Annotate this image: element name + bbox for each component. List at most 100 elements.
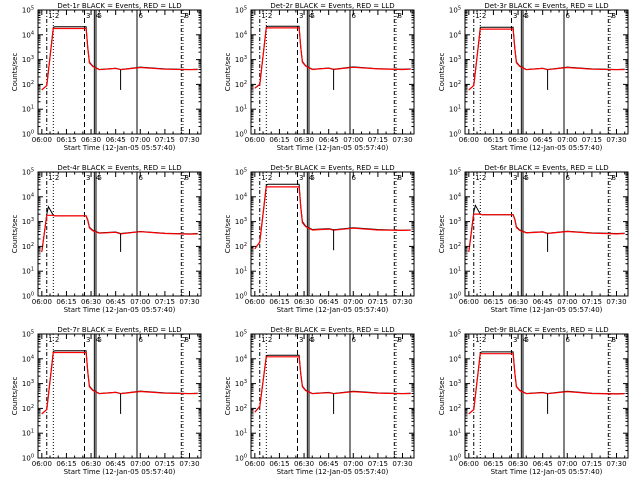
marker-label: 4 [523,12,528,20]
y-tick-base: 10 [235,131,244,139]
x-tick-label: 06:30 [294,460,314,468]
y-tick-exponent: 1 [458,267,461,273]
x-tick-label: 07:30 [606,298,626,306]
plot-frame [37,333,202,459]
y-tick-exponent: 1 [458,105,461,111]
y-tick-exponent: 0 [244,292,247,298]
y-tick-exponent: 5 [31,6,34,12]
y-tick-label: 103 [235,55,247,64]
x-tick-label: 06:30 [508,298,528,306]
y-tick-label: 103 [449,217,461,226]
marker-label: 5 [310,174,314,182]
marker-label: 1 [261,12,265,20]
y-tick-exponent: 4 [458,30,461,36]
y-tick-label: 104 [449,30,461,39]
marker-label: 5 [524,336,528,344]
y-tick-base: 10 [235,380,244,388]
marker-label: 4 [96,174,101,182]
y-tick-label: 102 [22,80,34,89]
y-tick-exponent: 2 [244,404,247,410]
y-axis-label: Counts/sec [224,377,232,416]
y-tick-label: 102 [449,80,461,89]
panel-title: Det-3r BLACK = Events, RED = LLD [484,2,608,10]
y-tick-base: 10 [22,31,31,39]
plot-frame [250,9,415,135]
y-tick-base: 10 [449,7,458,15]
marker-label: 2 [55,336,59,344]
marker-label: 5 [310,336,314,344]
y-tick-base: 10 [22,56,31,64]
marker-label: 1 [475,12,479,20]
y-tick-label: 104 [22,192,34,201]
y-tick-base: 10 [22,169,31,177]
marker-label: 6 [352,174,357,182]
y-tick-label: 101 [449,105,461,114]
y-tick-label: 105 [449,168,461,177]
x-tick-label: 07:30 [392,298,412,306]
y-tick-exponent: 4 [458,192,461,198]
y-tick-label: 100 [22,130,34,139]
x-tick-label: 07:15 [368,136,388,144]
y-tick-label: 100 [235,292,247,301]
marker-label: 4 [523,174,528,182]
panel-title: Det-2r BLACK = Events, RED = LLD [270,2,394,10]
y-tick-base: 10 [235,7,244,15]
y-tick-exponent: 3 [458,379,461,385]
y-tick-label: 101 [235,429,247,438]
y-tick-label: 103 [235,217,247,226]
y-tick-base: 10 [235,106,244,114]
marker-label: 4 [96,336,101,344]
y-tick-base: 10 [22,7,31,15]
x-tick-label: 06:00 [459,136,479,144]
panel-title: Det-9r BLACK = Events, RED = LLD [484,326,608,334]
y-tick-label: 105 [449,6,461,15]
series-line-events [41,350,198,415]
y-axis-label: Counts/sec [224,53,232,92]
y-tick-label: 104 [22,30,34,39]
marker-label: 6 [566,12,571,20]
y-tick-exponent: 1 [31,267,34,273]
y-tick-base: 10 [235,193,244,201]
x-axis-label: Start Time (12-Jan-05 05:57:40) [277,468,389,476]
x-tick-label: 06:15 [269,460,289,468]
x-tick-label: 06:45 [319,460,339,468]
y-tick-label: 104 [235,354,247,363]
plot-frame [250,171,415,297]
x-tick-label: 07:00 [343,460,363,468]
y-tick-exponent: 5 [31,330,34,336]
x-axis-label: Start Time (12-Jan-05 05:57:40) [491,468,603,476]
y-tick-base: 10 [22,293,31,301]
series-line-lld [41,214,198,252]
y-tick-exponent: 3 [31,217,34,223]
series-line-events [468,26,625,91]
plot-frame [37,9,202,135]
marker-label: 5 [97,12,101,20]
y-tick-exponent: 2 [244,242,247,248]
marker-label: 3 [513,12,517,20]
y-tick-base: 10 [449,193,458,201]
y-tick-exponent: 0 [244,454,247,460]
y-tick-base: 10 [449,268,458,276]
marker-label: 6 [139,174,144,182]
y-tick-label: 100 [22,292,34,301]
series-line-events [41,205,198,252]
marker-label: 5 [97,336,101,344]
y-tick-exponent: 0 [31,454,34,460]
x-tick-label: 07:15 [155,136,175,144]
x-tick-label: 06:15 [483,136,503,144]
marker-label: 4 [309,12,314,20]
x-tick-label: 06:45 [533,298,553,306]
y-tick-exponent: 5 [244,6,247,12]
marker-label: 7 [610,12,614,20]
marker-label: 6 [352,12,357,20]
y-tick-base: 10 [22,106,31,114]
x-tick-label: 07:30 [179,298,199,306]
y-tick-exponent: 5 [31,168,34,174]
x-tick-label: 06:00 [459,298,479,306]
y-tick-exponent: 0 [458,130,461,136]
x-tick-label: 06:30 [508,136,528,144]
y-tick-exponent: 1 [244,105,247,111]
y-tick-base: 10 [235,243,244,251]
